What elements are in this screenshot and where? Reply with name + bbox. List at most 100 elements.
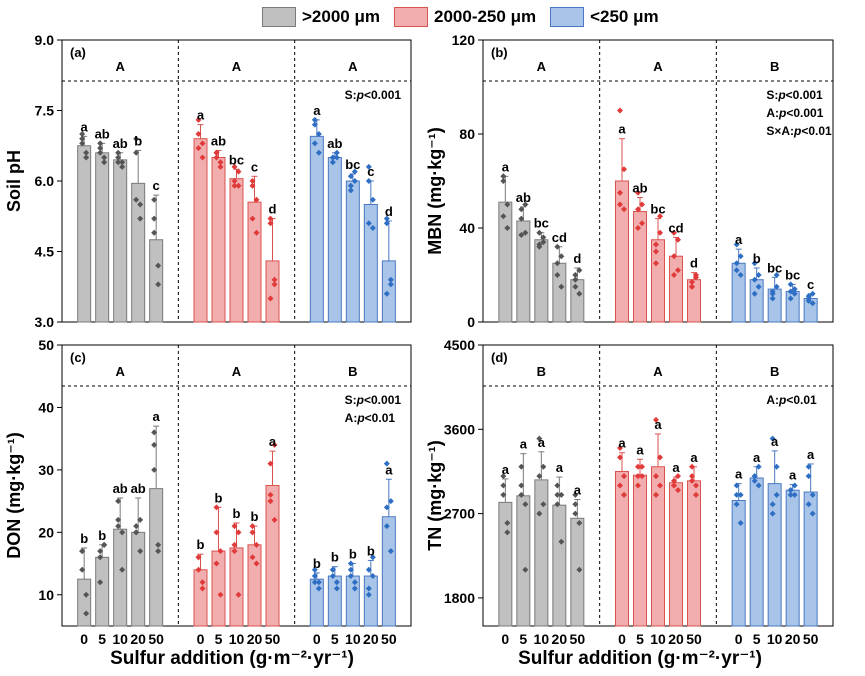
data-point <box>653 241 659 248</box>
significance-letter: b <box>98 528 106 543</box>
x-tick-label: 20 <box>552 631 568 647</box>
data-point <box>653 416 659 423</box>
data-point <box>791 290 798 297</box>
significance-letter: a <box>618 436 626 451</box>
bar <box>534 239 549 323</box>
data-point <box>333 585 340 592</box>
bar <box>785 290 800 323</box>
y-tick-label: 50 <box>38 337 54 353</box>
legend-swatch-large <box>262 7 296 27</box>
data-point <box>773 283 780 290</box>
significance-letter: b <box>80 531 88 546</box>
significance-letter: a <box>753 450 761 465</box>
data-point <box>83 610 90 617</box>
x-tick-label: 10 <box>767 631 783 647</box>
data-point <box>675 236 681 243</box>
significance-letter: a <box>385 462 393 477</box>
data-point <box>101 541 108 548</box>
bar <box>149 239 164 323</box>
data-point <box>540 463 547 470</box>
significance-letter: d <box>573 251 581 266</box>
data-point <box>387 498 394 505</box>
data-point <box>617 107 623 114</box>
data-point <box>315 585 322 592</box>
data-point <box>671 272 677 278</box>
x-tick-label: 0 <box>80 631 88 647</box>
legend-swatch-medium <box>394 7 428 27</box>
bar <box>803 491 818 627</box>
group-letter: A <box>348 59 358 74</box>
data-point <box>805 473 812 480</box>
significance-letter: d <box>690 256 698 271</box>
legend-label-small: <250 μm <box>590 7 659 26</box>
bar <box>633 474 647 627</box>
significance-letter: b <box>134 133 142 148</box>
data-point <box>101 159 108 166</box>
data-point <box>151 441 158 448</box>
data-point <box>217 159 224 166</box>
data-point <box>369 554 376 561</box>
data-point <box>576 566 583 573</box>
significance-letter: b <box>349 547 357 562</box>
bar <box>498 501 513 627</box>
data-point <box>671 253 677 260</box>
significance-letter: a <box>654 417 662 432</box>
data-point <box>387 281 394 288</box>
data-point <box>249 178 256 184</box>
data-point <box>540 239 547 246</box>
x-tick-label: 0 <box>735 631 743 647</box>
data-point <box>536 243 543 250</box>
data-point <box>213 154 220 161</box>
data-point <box>572 272 579 278</box>
significance-letter: a <box>735 232 743 247</box>
data-point <box>621 473 627 480</box>
group-letter: B <box>348 364 357 379</box>
data-point <box>253 541 260 548</box>
x-tick-label: 5 <box>98 631 106 647</box>
data-point <box>383 215 390 222</box>
bar <box>265 485 280 627</box>
data-point <box>213 560 220 567</box>
data-point <box>558 283 565 290</box>
data-point <box>576 519 583 526</box>
bar <box>803 298 818 323</box>
bar <box>265 260 280 323</box>
group-letter: A <box>537 59 547 74</box>
data-point <box>733 260 740 267</box>
y-tick-label: 30 <box>38 462 54 478</box>
data-point <box>155 541 162 548</box>
data-point <box>199 579 206 586</box>
data-point <box>689 473 695 480</box>
bar <box>615 180 629 323</box>
data-point <box>151 466 158 473</box>
y-tick-label: 4500 <box>444 337 475 353</box>
y-axis-title: DON (mg·kg⁻¹) <box>4 432 24 558</box>
panel-label: (c) <box>70 350 86 365</box>
significance-letter: bc <box>534 216 549 231</box>
bar <box>229 178 244 323</box>
data-point <box>805 501 812 508</box>
stats-text: S:p<0.001 <box>345 88 402 102</box>
group-letter: A <box>115 364 125 379</box>
data-point <box>199 585 206 592</box>
data-point <box>133 523 140 530</box>
group-letter: B <box>537 364 546 379</box>
data-point <box>101 154 108 161</box>
data-point <box>369 573 376 580</box>
data-point <box>267 295 274 302</box>
data-point <box>639 473 645 480</box>
data-point <box>195 116 202 123</box>
data-point <box>249 529 256 536</box>
data-point <box>115 159 122 166</box>
data-point <box>536 510 543 517</box>
data-point <box>137 215 144 222</box>
data-point <box>329 159 336 166</box>
panel-b: (b) A A B S:p<0.001 A:p<0.001 S×A:p<0.01 0 40 80 1… <box>425 32 834 330</box>
significance-letter: a <box>672 460 680 475</box>
data-point <box>576 267 583 274</box>
y-tick-label: 3600 <box>444 421 475 437</box>
significance-letter: a <box>502 462 510 477</box>
bar <box>309 578 324 627</box>
data-point <box>347 187 354 194</box>
